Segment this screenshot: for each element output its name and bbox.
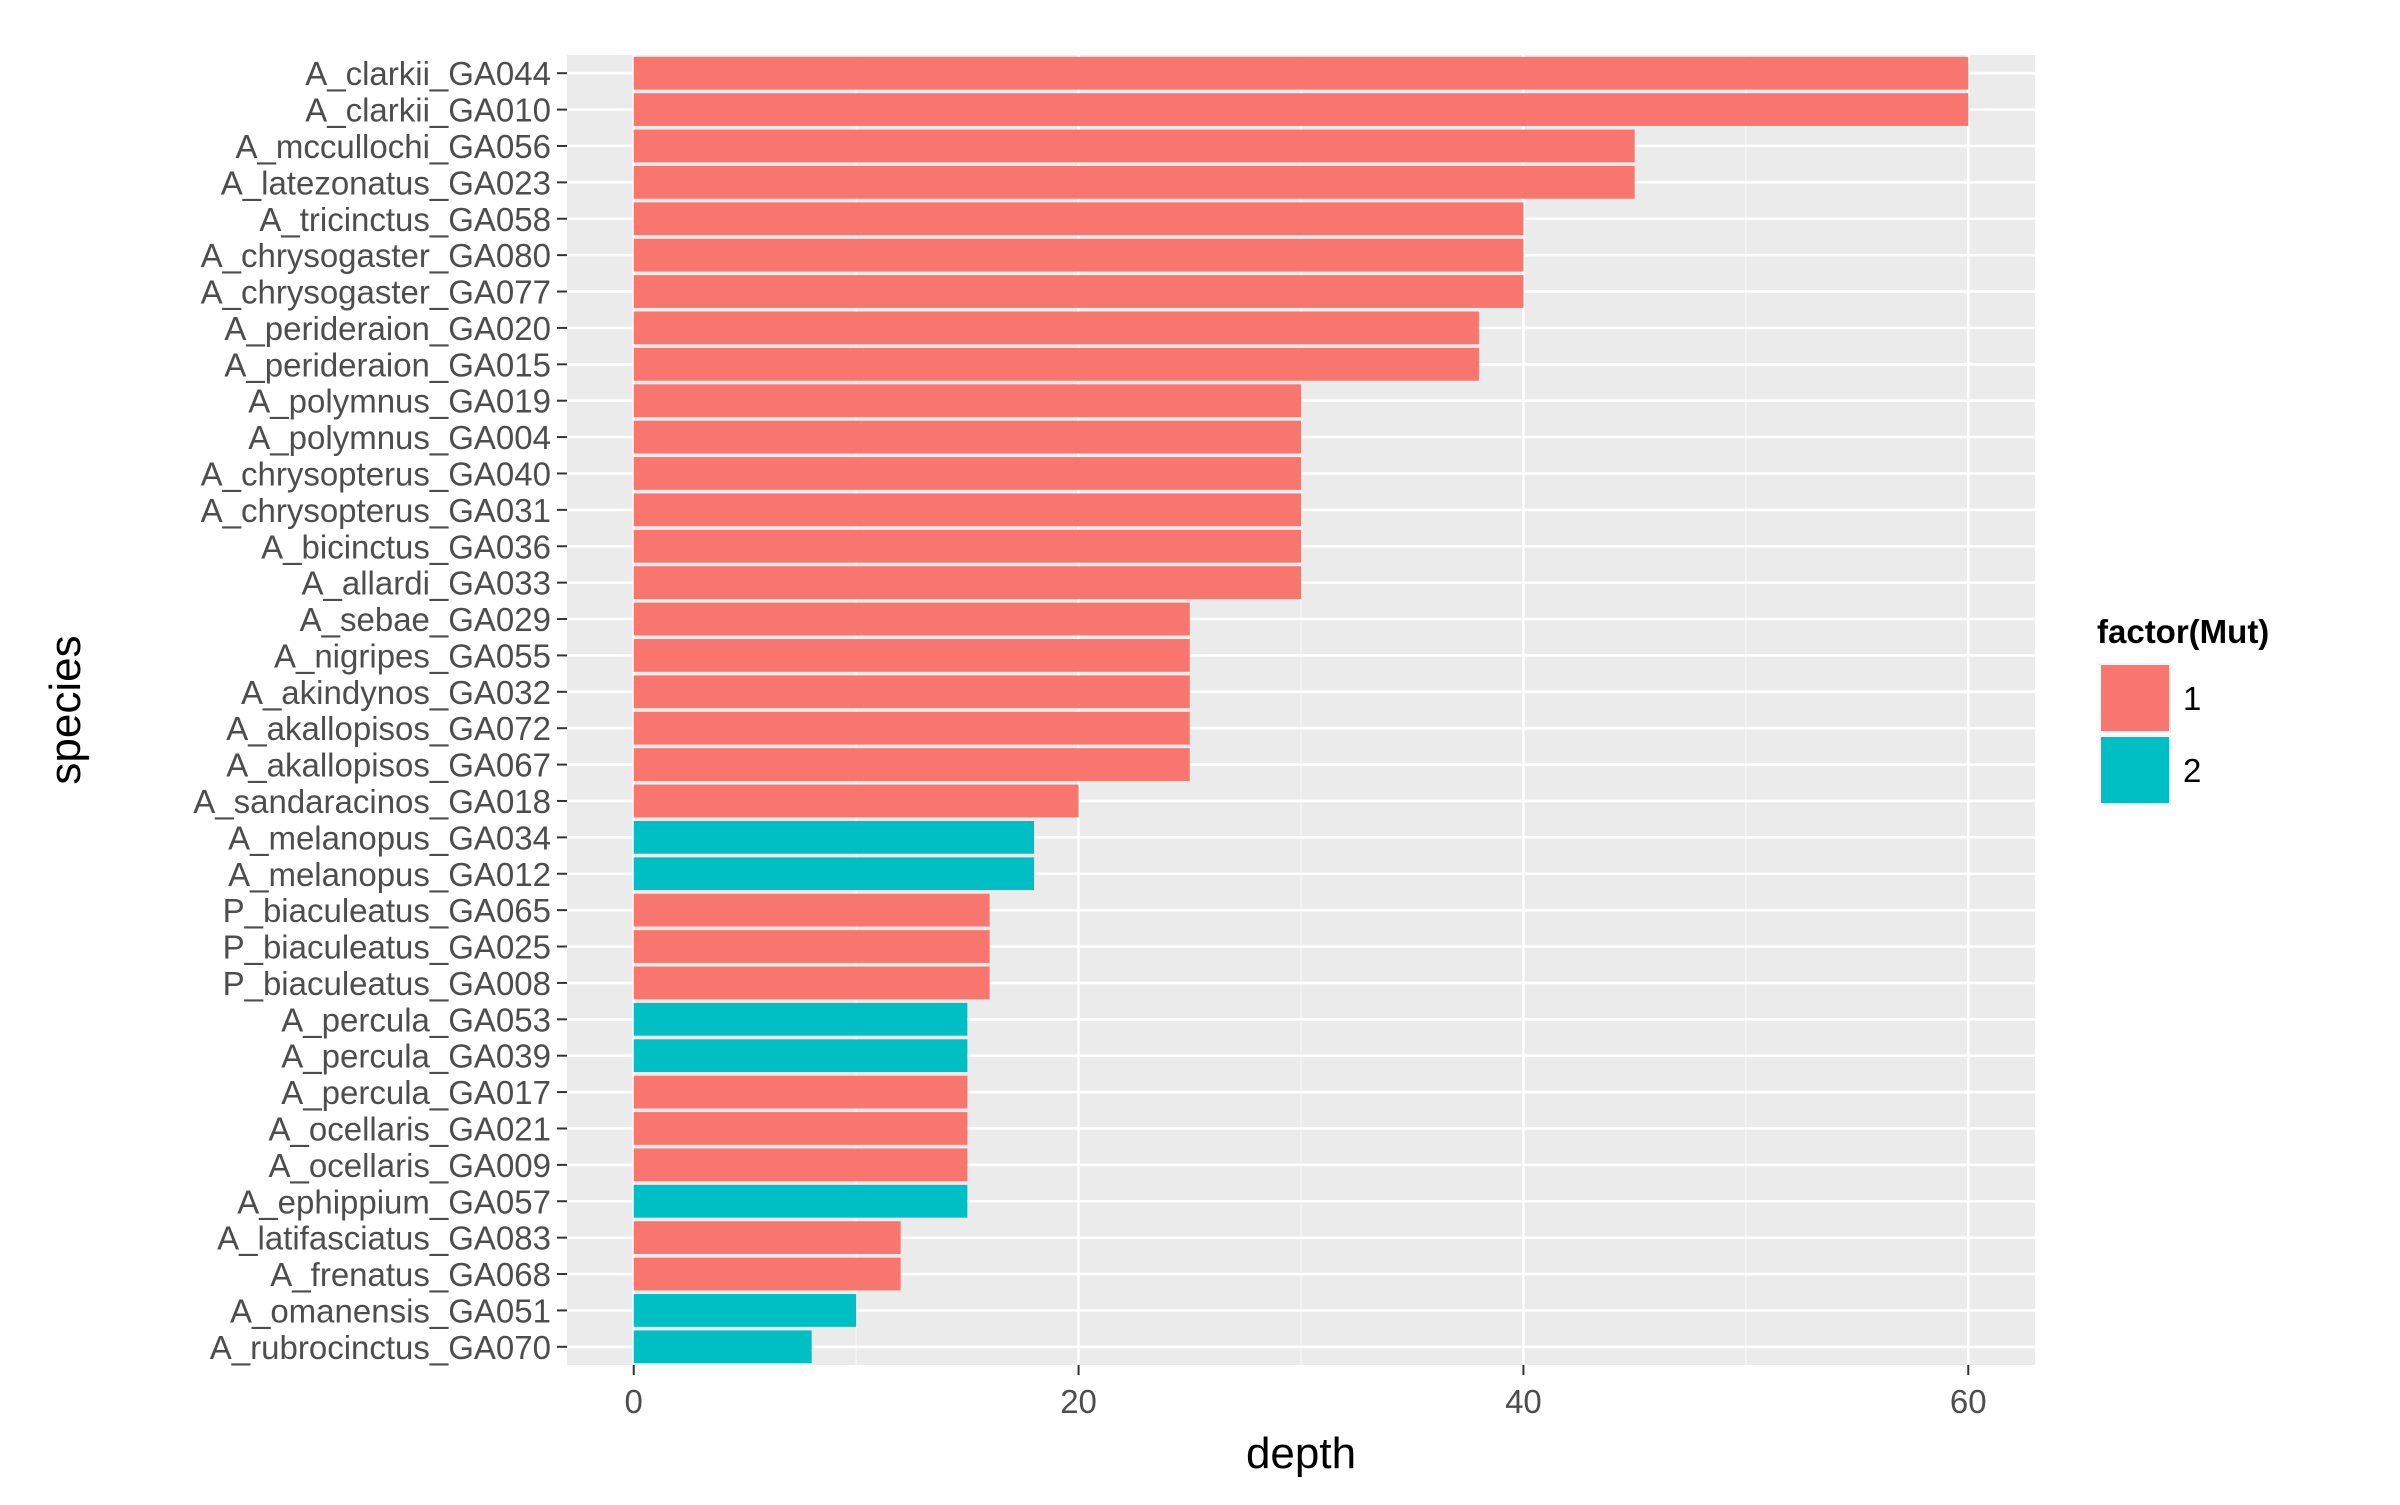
- y-tick-label: P_biaculeatus_GA065: [223, 892, 551, 929]
- y-tick-label: A_mccullochi_GA056: [236, 128, 552, 165]
- y-tick-label: A_ocellaris_GA021: [269, 1110, 552, 1147]
- y-tick-label: A_polymnus_GA019: [248, 383, 551, 420]
- bar: [633, 275, 1524, 308]
- bar: [633, 238, 1524, 272]
- bar: [633, 493, 1301, 527]
- y-tick-label: A_akallopisos_GA067: [226, 747, 551, 784]
- y-tick-label: A_ephippium_GA057: [237, 1183, 551, 1220]
- bar: [633, 711, 1190, 745]
- bar: [633, 457, 1301, 490]
- bar: [633, 930, 990, 963]
- legend-items: 12: [2099, 663, 2201, 805]
- bar: [633, 129, 1635, 163]
- bar: [633, 1330, 812, 1364]
- y-tick-label: A_sebae_GA029: [300, 601, 551, 638]
- y-tick-label: A_latifasciatus_GA083: [217, 1220, 551, 1257]
- legend-label: 1: [2183, 680, 2201, 717]
- y-tick-label: A_akallopisos_GA072: [226, 710, 551, 747]
- y-tick-label: A_melanopus_GA012: [228, 856, 551, 893]
- bar: [633, 1257, 901, 1291]
- y-tick-label: A_perideraion_GA015: [224, 346, 551, 383]
- bar: [633, 602, 1190, 636]
- bar: [633, 639, 1190, 672]
- y-tick-label: A_omanensis_GA051: [230, 1292, 551, 1329]
- x-axis: 0 20 40 60: [625, 1365, 1987, 1420]
- y-tick-label: A_melanopus_GA034: [228, 819, 551, 856]
- y-tick-label: A_tricinctus_GA058: [259, 201, 551, 238]
- y-tick-label: A_perideraion_GA020: [224, 310, 551, 347]
- bar: [633, 1002, 968, 1036]
- y-tick-label: A_allardi_GA033: [302, 565, 552, 602]
- legend-swatch: [2101, 737, 2169, 803]
- bar: [633, 966, 990, 1000]
- legend: factor(Mut) 12: [2097, 613, 2269, 805]
- y-tick-label: A_percula_GA053: [281, 1001, 551, 1038]
- y-tick-label: A_clarkii_GA044: [305, 55, 551, 92]
- y-axis: A_clarkii_GA044A_clarkii_GA010A_mcculloc…: [193, 55, 567, 1366]
- bar: [633, 566, 1301, 600]
- bar: [633, 784, 1079, 818]
- y-tick-label: A_nigripes_GA055: [274, 637, 551, 674]
- bar: [633, 675, 1190, 709]
- y-tick-label: A_sandaracinos_GA018: [193, 783, 551, 820]
- y-tick-label: A_chrysogaster_GA080: [201, 237, 551, 274]
- y-tick-label: A_frenatus_GA068: [270, 1256, 551, 1293]
- y-tick-label: P_biaculeatus_GA025: [223, 929, 551, 966]
- y-tick-label: A_bicinctus_GA036: [261, 528, 551, 565]
- y-tick-label: A_rubrocinctus_GA070: [210, 1329, 551, 1366]
- bar: [633, 857, 1035, 891]
- y-tick-label: A_percula_GA017: [281, 1074, 551, 1111]
- x-tick-label: 40: [1505, 1383, 1542, 1420]
- legend-swatch: [2101, 665, 2169, 731]
- bar: [633, 1148, 968, 1182]
- x-tick-label: 0: [625, 1383, 643, 1420]
- y-tick-label: A_chrysopterus_GA040: [201, 455, 551, 492]
- y-tick-label: A_chrysogaster_GA077: [201, 274, 551, 311]
- bar: [633, 311, 1479, 345]
- bar: [633, 384, 1301, 418]
- bar: [633, 893, 990, 927]
- y-tick-label: A_percula_GA039: [281, 1038, 551, 1075]
- bar: [633, 347, 1479, 381]
- bar: [633, 202, 1524, 236]
- y-tick-label: A_akindynos_GA032: [241, 674, 551, 711]
- y-tick-label: A_latezonatus_GA023: [221, 164, 551, 201]
- bar: [633, 1221, 901, 1255]
- bars: [633, 56, 1969, 1364]
- y-tick-label: A_clarkii_GA010: [305, 92, 551, 129]
- bar: [633, 93, 1969, 126]
- bar: [633, 165, 1635, 199]
- x-axis-title: depth: [1246, 1429, 1356, 1478]
- bar: [633, 748, 1190, 781]
- legend-title: factor(Mut): [2097, 613, 2269, 650]
- y-tick-label: A_polymnus_GA004: [248, 419, 551, 456]
- bar: [633, 1075, 968, 1109]
- x-tick-label: 20: [1060, 1383, 1097, 1420]
- y-tick-label: A_chrysopterus_GA031: [201, 492, 551, 529]
- bar: [633, 56, 1969, 90]
- bar: [633, 529, 1301, 563]
- bar: [633, 1184, 968, 1218]
- x-tick-label: 60: [1950, 1383, 1987, 1420]
- bar: [633, 1112, 968, 1145]
- bar: [633, 820, 1035, 854]
- legend-label: 2: [2183, 752, 2201, 789]
- y-tick-label: P_biaculeatus_GA008: [223, 965, 551, 1002]
- y-axis-title: species: [41, 635, 90, 784]
- y-tick-label: A_ocellaris_GA009: [269, 1147, 552, 1184]
- bar: [633, 1294, 857, 1327]
- bar: [633, 1039, 968, 1073]
- bar: [633, 420, 1301, 454]
